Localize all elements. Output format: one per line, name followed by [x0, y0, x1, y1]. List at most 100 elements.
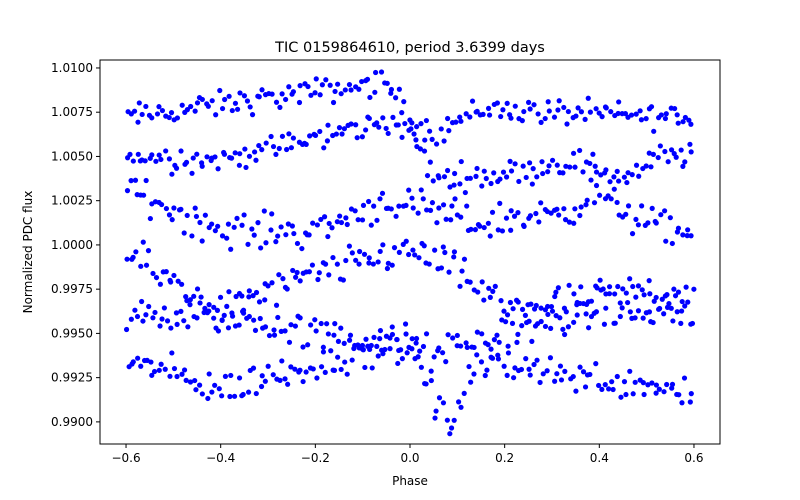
data-point — [593, 361, 599, 367]
data-point — [523, 356, 529, 362]
data-point — [486, 285, 492, 291]
data-point — [423, 331, 430, 337]
data-point — [675, 120, 681, 126]
data-point — [153, 158, 159, 164]
data-point — [297, 83, 303, 89]
data-point — [633, 294, 639, 300]
data-point — [346, 243, 352, 249]
data-point — [322, 261, 329, 267]
data-point — [486, 112, 493, 118]
data-point — [484, 367, 490, 373]
data-point — [372, 89, 378, 95]
data-point — [512, 103, 518, 109]
data-point — [183, 159, 190, 165]
data-point — [573, 113, 579, 119]
data-point — [181, 230, 187, 236]
data-point — [153, 274, 160, 281]
data-point — [158, 361, 164, 367]
data-point — [534, 357, 540, 363]
data-point — [555, 107, 561, 113]
data-point — [428, 377, 434, 384]
data-point — [194, 286, 201, 292]
y-tick-label: 1.0025 — [51, 194, 93, 208]
data-point — [489, 355, 496, 361]
data-point — [237, 151, 243, 157]
data-point — [309, 262, 316, 268]
data-point — [554, 206, 560, 212]
data-point — [468, 226, 474, 232]
data-point — [293, 274, 299, 280]
data-point — [133, 249, 139, 255]
data-point — [588, 298, 595, 304]
data-point — [459, 268, 465, 274]
x-tick-label: −0.2 — [301, 451, 330, 465]
data-point — [436, 175, 442, 181]
data-point — [178, 148, 184, 154]
data-point — [571, 319, 577, 325]
data-point — [458, 343, 464, 349]
data-point — [162, 366, 168, 372]
data-point — [356, 261, 362, 267]
data-point — [259, 373, 265, 379]
data-point — [389, 262, 395, 268]
data-point — [413, 340, 419, 346]
data-point — [219, 105, 226, 112]
data-point — [317, 128, 323, 135]
data-point — [446, 269, 452, 275]
data-point — [625, 299, 631, 306]
data-point — [409, 336, 415, 342]
data-point — [593, 182, 600, 189]
data-point — [682, 114, 688, 121]
data-point — [691, 286, 697, 292]
data-point — [632, 315, 638, 321]
data-point — [174, 373, 180, 380]
x-axis-label: Phase — [392, 474, 428, 488]
data-point — [389, 324, 395, 330]
data-point — [130, 359, 136, 365]
data-point — [396, 86, 402, 92]
data-points — [123, 69, 697, 437]
data-point — [219, 317, 225, 324]
data-point — [601, 321, 608, 327]
data-point — [675, 225, 682, 231]
data-point — [511, 375, 517, 381]
data-point — [411, 131, 417, 137]
data-point — [256, 299, 263, 305]
data-point — [251, 232, 257, 238]
data-point — [515, 331, 521, 337]
data-point — [653, 390, 659, 396]
data-point — [396, 249, 402, 255]
data-point — [614, 373, 620, 380]
data-point — [624, 179, 630, 186]
data-point — [653, 220, 659, 226]
data-point — [471, 371, 477, 377]
data-point — [318, 320, 324, 327]
data-point — [587, 371, 593, 378]
data-point — [279, 91, 285, 97]
data-point — [377, 336, 383, 342]
data-point — [312, 317, 318, 323]
data-point — [410, 205, 416, 211]
data-point — [653, 382, 660, 388]
data-point — [321, 145, 327, 151]
data-point — [317, 92, 323, 98]
data-point — [646, 150, 652, 156]
data-point — [545, 303, 551, 310]
data-point — [474, 329, 480, 335]
data-point — [199, 238, 205, 244]
data-point — [447, 184, 453, 190]
data-point — [464, 344, 470, 351]
data-point — [276, 145, 282, 152]
data-point — [214, 307, 221, 313]
chart-title: TIC 0159864610, period 3.6399 days — [274, 40, 545, 56]
data-point — [598, 287, 604, 293]
data-point — [285, 381, 291, 387]
data-point — [342, 359, 348, 365]
data-point — [154, 111, 161, 117]
data-point — [627, 368, 633, 374]
data-point — [355, 217, 361, 223]
data-point — [497, 200, 503, 206]
data-point — [375, 353, 381, 359]
data-point — [512, 365, 518, 371]
data-point — [135, 151, 141, 157]
